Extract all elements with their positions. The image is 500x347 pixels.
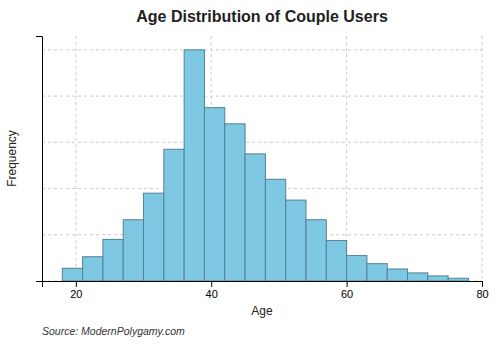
x-tick-mark <box>347 281 348 287</box>
x-axis-line <box>43 282 483 288</box>
chart: 20 40 60 80 Age Distribution of Couple Users… <box>0 0 500 347</box>
bar <box>225 124 245 281</box>
x-tick-label: 20 <box>70 288 82 300</box>
bar <box>245 154 265 281</box>
grid-line-y <box>42 49 482 50</box>
bar <box>306 220 326 281</box>
x-tick-label: 60 <box>341 288 353 300</box>
x-tick-mark <box>482 281 483 287</box>
grid-line-x <box>482 36 483 281</box>
bar <box>123 220 143 281</box>
bar <box>448 278 468 281</box>
grid <box>42 36 482 281</box>
x-tick-label: 40 <box>206 288 218 300</box>
bar <box>184 50 204 281</box>
x-tick-label: 80 <box>476 288 488 300</box>
x-axis: 20 40 60 80 <box>43 281 489 300</box>
bar <box>83 257 103 281</box>
bar <box>387 269 407 281</box>
bar <box>367 264 387 281</box>
bar <box>326 241 346 281</box>
bar <box>286 200 306 281</box>
grid-line-y <box>42 96 482 97</box>
x-tick: 60 <box>341 281 353 300</box>
x-tick: 20 <box>70 281 82 300</box>
bar <box>347 256 367 281</box>
x-tick-mark <box>76 281 77 287</box>
bar <box>103 239 123 281</box>
annotation: Source: ModernPolygamy.com <box>42 325 185 337</box>
bar <box>408 273 428 281</box>
grid-line-y <box>42 142 482 143</box>
bars <box>62 50 468 281</box>
x-axis-title: Age <box>251 304 273 318</box>
bar <box>62 268 82 281</box>
y-axis-line <box>36 37 43 282</box>
x-tick-mark <box>211 281 212 287</box>
bar <box>164 149 184 281</box>
bar <box>265 179 285 281</box>
title: Age Distribution of Couple Users <box>136 8 388 25</box>
bar <box>204 108 224 281</box>
x-tick: 40 <box>206 281 218 300</box>
y-axis <box>36 37 43 282</box>
bar <box>428 276 448 281</box>
bar <box>144 193 164 281</box>
grid-line-x <box>75 36 76 281</box>
x-tick: 80 <box>476 281 488 300</box>
plot-area: 20 40 60 80 <box>36 36 489 300</box>
y-axis-title: Frequency <box>5 130 19 187</box>
